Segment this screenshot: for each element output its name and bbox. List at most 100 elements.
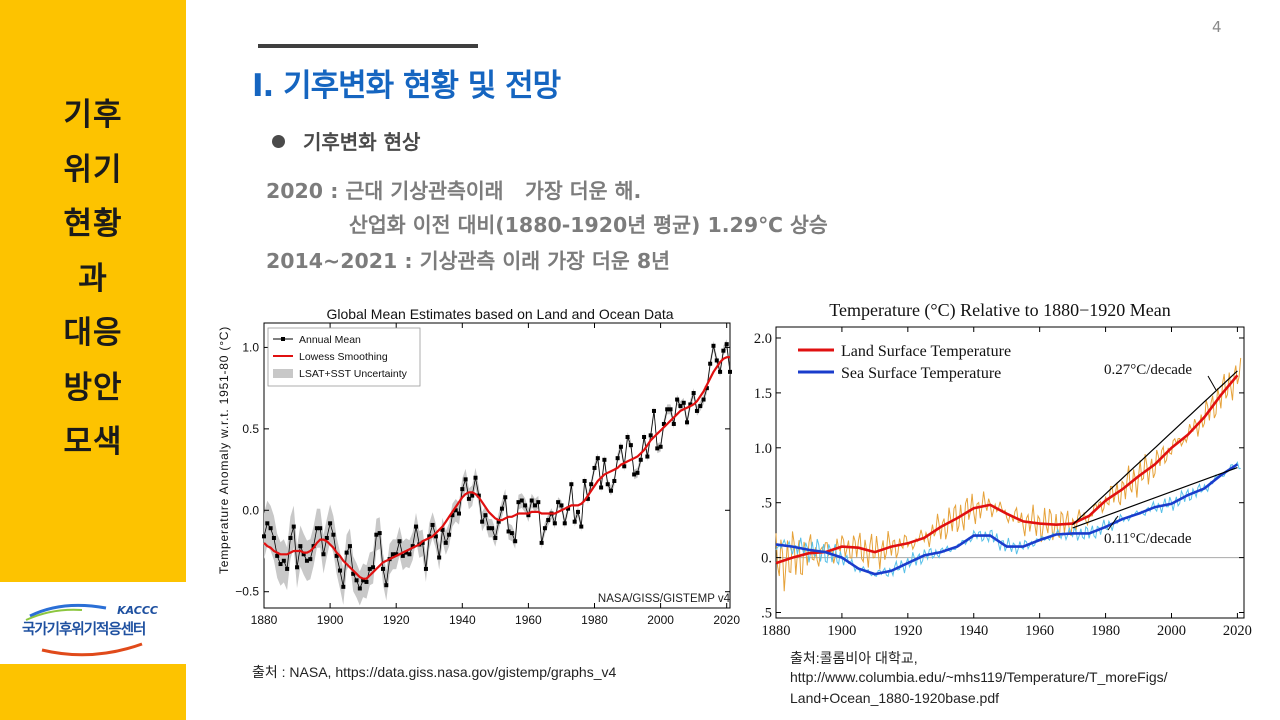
annual-mean-point bbox=[721, 348, 726, 353]
annual-mean-point bbox=[605, 482, 610, 487]
annual-mean-point bbox=[486, 526, 491, 531]
annual-mean-point bbox=[331, 532, 336, 537]
plot-frame bbox=[775, 326, 1245, 619]
sea-trend-line bbox=[1072, 466, 1238, 529]
annual-mean-point bbox=[427, 534, 432, 539]
annual-mean-point bbox=[529, 498, 534, 503]
y-tick-label: −0.5 bbox=[235, 585, 259, 599]
annual-mean-point bbox=[268, 526, 273, 531]
annual-mean-point bbox=[728, 369, 732, 374]
annual-mean-point bbox=[499, 506, 504, 511]
annual-mean-point bbox=[377, 531, 382, 536]
annual-mean-point bbox=[318, 526, 323, 531]
annual-mean-point bbox=[694, 408, 699, 413]
source-left: 출처 : NASA, https://data.giss.nasa.gov/gi… bbox=[252, 664, 617, 680]
sidebar-title-line: 모색 bbox=[63, 424, 123, 460]
annual-mean-point bbox=[380, 566, 385, 571]
annual-mean-point bbox=[642, 435, 647, 439]
source-right-line1: 출처:콜롬비아 대학교, bbox=[790, 650, 918, 666]
annual-mean-point bbox=[635, 470, 640, 475]
annual-mean-point bbox=[328, 521, 333, 526]
columbia-temperature-chart: Temperature (°C) Relative to 1880−1920 M… bbox=[754, 300, 1252, 639]
legend: Land Surface Temperature Sea Surface Tem… bbox=[798, 343, 1011, 382]
annual-mean-point bbox=[384, 583, 389, 588]
annual-mean-point bbox=[354, 578, 359, 583]
x-tick-label: 2000 bbox=[1157, 623, 1186, 639]
annual-mean-point bbox=[414, 524, 419, 529]
annual-mean-point bbox=[638, 457, 643, 462]
annual-mean-point bbox=[579, 524, 584, 529]
fact-line-2020: 2020 : 근대 기상관측이래 가장 더운 해. bbox=[266, 179, 642, 203]
x-tick-label: 1900 bbox=[317, 613, 344, 627]
x-tick-label: 1960 bbox=[515, 613, 542, 627]
annual-mean-point bbox=[496, 519, 501, 524]
logo-abbr: KACCC bbox=[117, 604, 158, 617]
sidebar-title-line: 과 bbox=[78, 260, 108, 297]
annual-mean-point bbox=[698, 404, 703, 409]
annual-mean-point bbox=[609, 488, 614, 493]
annual-mean-point bbox=[718, 369, 723, 374]
source-right-line2: http://www.columbia.edu/~mhs119/Temperat… bbox=[790, 669, 1168, 685]
annual-mean-point bbox=[480, 519, 485, 524]
annual-mean-point bbox=[371, 565, 376, 570]
annual-mean-point bbox=[506, 529, 511, 534]
annual-mean-point bbox=[542, 526, 547, 531]
annual-mean-point bbox=[704, 386, 709, 391]
annual-mean-point bbox=[466, 496, 471, 501]
annual-mean-point bbox=[281, 558, 286, 563]
annual-mean-point bbox=[314, 526, 319, 531]
annual-mean-point bbox=[685, 420, 690, 425]
annual-mean-point bbox=[308, 557, 313, 562]
fact-line-2014-2021: 2014~2021 : 기상관측 이래 가장 더운 8년 bbox=[266, 249, 671, 273]
sidebar-title: 기후 위기 현황 과 대응 방안 모색 bbox=[0, 88, 186, 470]
annual-mean-point bbox=[533, 503, 538, 508]
y-tick-label: 1.0 bbox=[242, 340, 259, 354]
annual-mean-point bbox=[298, 544, 303, 549]
annual-mean-point bbox=[503, 495, 508, 500]
sidebar-title-line: 대응 bbox=[63, 315, 123, 351]
annual-mean-point bbox=[678, 404, 683, 409]
page-title: I. 기후변화 현황 및 전망 bbox=[252, 68, 561, 104]
annual-mean-point bbox=[595, 456, 600, 461]
annual-mean-point bbox=[450, 513, 455, 518]
annual-mean-point bbox=[582, 478, 587, 483]
annual-mean-point bbox=[483, 513, 488, 518]
annual-mean-point bbox=[476, 493, 481, 498]
annual-mean-point bbox=[599, 485, 604, 490]
annual-mean-point bbox=[612, 478, 617, 483]
sea-surface-line bbox=[775, 463, 1239, 576]
annual-mean-point bbox=[453, 508, 458, 513]
x-tick-label: 1920 bbox=[893, 623, 922, 639]
annual-mean-point bbox=[711, 343, 716, 348]
annual-mean-point bbox=[473, 475, 478, 480]
annual-mean-point bbox=[575, 509, 580, 514]
lowess-smoothing-line bbox=[263, 356, 730, 580]
x-tick-label: 1960 bbox=[1025, 623, 1054, 639]
annual-mean-point bbox=[714, 358, 719, 363]
chart-title: Temperature (°C) Relative to 1880−1920 M… bbox=[829, 300, 1171, 321]
annual-mean-point bbox=[628, 443, 633, 448]
y-tick-label: 2.0 bbox=[754, 331, 772, 347]
annual-mean-point bbox=[562, 521, 567, 526]
source-right-line3: Land+Ocean_1880-1920base.pdf bbox=[790, 690, 1000, 706]
annual-mean-point bbox=[463, 477, 468, 482]
sidebar-title-line: 현황 bbox=[63, 206, 123, 242]
annual-mean-point bbox=[394, 552, 399, 557]
annual-mean-point bbox=[410, 544, 415, 549]
y-tick-label: 1.0 bbox=[754, 441, 772, 457]
annual-mean-point bbox=[361, 578, 366, 583]
annual-mean-point bbox=[430, 522, 435, 527]
annual-mean-point bbox=[288, 535, 293, 540]
x-tick-label: 2020 bbox=[713, 613, 740, 627]
annual-mean-point bbox=[400, 553, 405, 558]
annual-mean-point bbox=[334, 553, 339, 558]
legend-band: LSAT+SST Uncertainty bbox=[299, 368, 408, 380]
annual-mean-point bbox=[556, 500, 561, 505]
annual-mean-point bbox=[724, 342, 729, 347]
annual-mean-point bbox=[681, 400, 686, 405]
annual-mean-point bbox=[437, 555, 442, 560]
annual-mean-point bbox=[490, 526, 495, 531]
annual-mean-point bbox=[701, 397, 706, 402]
annual-mean-point bbox=[632, 472, 637, 477]
annual-mean-point bbox=[404, 550, 409, 555]
